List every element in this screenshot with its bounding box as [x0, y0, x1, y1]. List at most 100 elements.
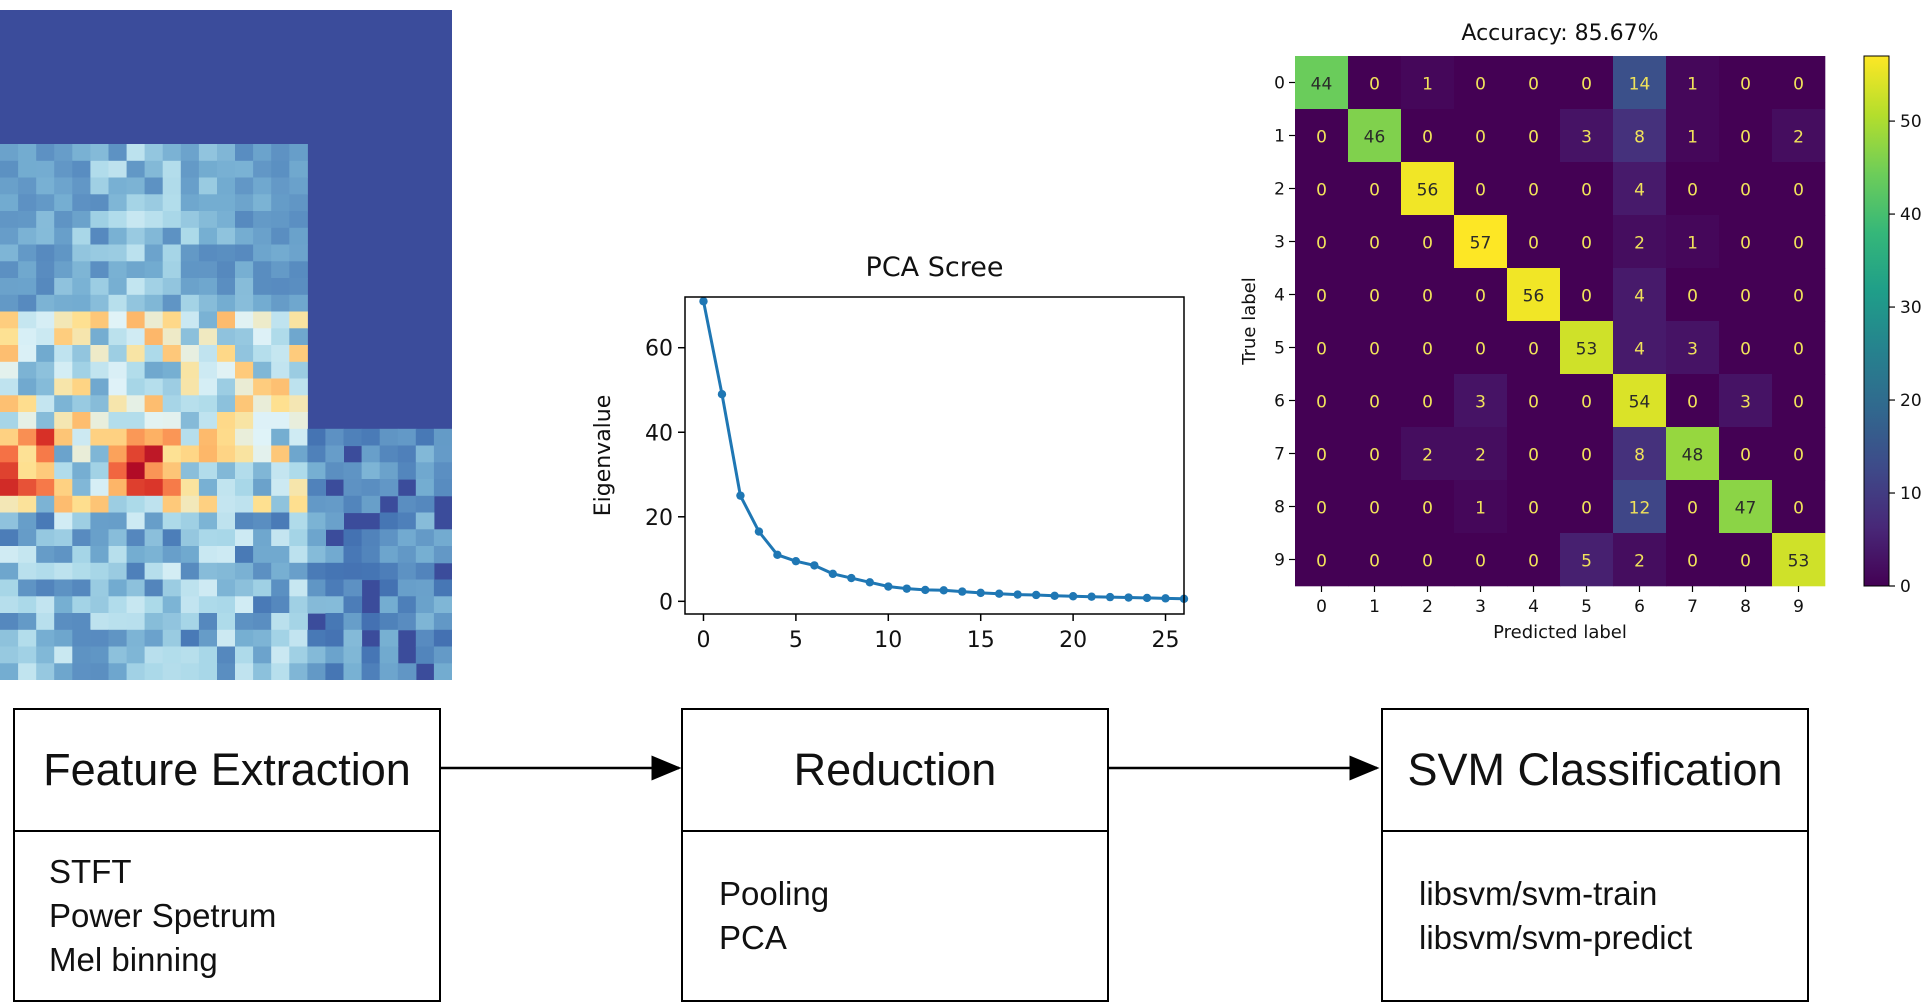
spectrogram-cell — [289, 227, 308, 246]
spectrogram-cell — [36, 529, 55, 547]
spectrogram-cell — [72, 629, 91, 648]
cm-cell — [1507, 533, 1561, 587]
spectrogram-cell — [126, 479, 146, 497]
spectrogram-cell — [271, 395, 290, 413]
spectrogram-cell — [415, 579, 435, 597]
cm-cell — [1401, 109, 1455, 163]
scree-point — [1161, 594, 1170, 603]
spectrogram-cell — [379, 428, 399, 447]
spectrogram-cell — [126, 311, 146, 329]
cm-cell — [1666, 321, 1720, 375]
spectrogram-cell — [271, 663, 290, 680]
spectrogram-cell — [289, 294, 308, 313]
cm-colorbar-label: 50 — [1900, 112, 1922, 132]
spectrogram-cell — [144, 629, 164, 648]
spectrogram-cell — [198, 462, 218, 480]
spectrogram-cell — [144, 613, 164, 631]
spectrogram-cell — [162, 278, 182, 296]
cm-cell — [1401, 533, 1455, 587]
cm-cell — [1295, 162, 1349, 216]
cm-cell — [1772, 374, 1826, 428]
cm-cell — [1348, 427, 1402, 481]
cm-cell — [1295, 533, 1349, 587]
spectrogram-cell — [235, 412, 254, 430]
spectrogram-cell — [271, 345, 290, 363]
spectrogram-cell — [198, 562, 218, 581]
scree-point — [736, 491, 745, 500]
spectrogram-cell — [180, 562, 200, 581]
cm-cell — [1666, 268, 1720, 322]
spectrogram-cell — [307, 529, 326, 547]
cm-cell — [1454, 321, 1508, 375]
spectrogram-cell — [343, 562, 363, 581]
spectrogram-cell — [72, 546, 91, 564]
spectrogram-cell — [271, 613, 290, 631]
spectrogram-cell — [90, 311, 109, 329]
spectrogram-cell — [18, 613, 37, 631]
spectrogram-cell — [18, 261, 37, 279]
spectrogram-cell — [433, 646, 452, 664]
scree-point — [976, 588, 985, 598]
spectrogram-cell — [217, 177, 236, 195]
cm-cell-value: 54 — [1629, 393, 1651, 413]
spectrogram-cell — [198, 361, 218, 380]
spectrogram-cell — [90, 495, 109, 514]
spectrogram-cell — [36, 144, 55, 162]
spectrogram-cell — [162, 529, 182, 547]
spectrogram-cell — [343, 428, 363, 447]
spectrogram-cell — [217, 244, 236, 262]
spectrogram-cell — [90, 546, 109, 564]
cm-cell-value: 2 — [1475, 446, 1486, 466]
spectrogram-cell — [289, 663, 308, 680]
scree-point — [1068, 592, 1078, 601]
spectrogram-cell — [90, 562, 109, 581]
spectrogram-cell — [271, 160, 290, 179]
spectrogram-cell — [108, 462, 128, 480]
cm-cell-value: 0 — [1740, 75, 1751, 95]
scree-point — [1124, 593, 1133, 602]
spectrogram-cell — [72, 261, 91, 279]
spectrogram-cell — [343, 529, 363, 547]
cm-ytick-label: 3 — [1274, 233, 1285, 253]
cm-title: Accuracy: 85.67% — [1461, 21, 1658, 46]
cm-cell — [1613, 56, 1667, 110]
cm-cell-value: 0 — [1369, 446, 1380, 466]
spectrogram-cell — [144, 160, 164, 179]
spectrogram-cell — [90, 462, 109, 480]
spectrogram-cell — [72, 562, 91, 581]
scree-ytick-label: 60 — [645, 337, 673, 362]
spectrogram-cell — [18, 445, 37, 463]
spectrogram-cell — [108, 211, 128, 229]
spectrogram-cell — [144, 529, 164, 547]
spectrogram-cell — [36, 345, 55, 363]
cm-cell — [1560, 109, 1614, 163]
spectrogram-cell — [217, 529, 236, 547]
spectrogram-cell — [198, 579, 218, 597]
cm-cell — [1666, 533, 1720, 587]
cm-cell-value: 0 — [1528, 340, 1539, 360]
scree-ytick-label: 0 — [659, 590, 673, 615]
stage-item: libsvm/svm-predict — [1419, 919, 1693, 956]
cm-cell-value: 0 — [1369, 393, 1380, 413]
spectrogram-cell — [54, 194, 73, 212]
spectrogram-cell — [289, 646, 308, 664]
spectrogram-cell — [90, 177, 109, 195]
spectrogram-cell — [397, 579, 417, 597]
spectrogram-cell — [108, 311, 128, 329]
cm-cell — [1348, 480, 1402, 534]
spectrogram-cell — [198, 311, 218, 329]
cm-cell — [1295, 480, 1349, 534]
spectrogram-cell — [271, 596, 290, 614]
spectrogram-cell — [289, 345, 308, 363]
spectrogram-cell — [162, 194, 182, 212]
spectrogram-cell — [0, 495, 19, 514]
cm-ytick-label: 0 — [1274, 74, 1285, 94]
spectrogram-cell — [253, 613, 272, 631]
cm-cell — [1613, 162, 1667, 216]
spectrogram-cell — [253, 144, 272, 162]
spectrogram-cell — [90, 144, 109, 162]
spectrogram-cell — [180, 294, 200, 313]
cm-cell — [1560, 427, 1614, 481]
spectrogram-cell — [0, 227, 19, 246]
spectrogram-cell — [217, 345, 236, 363]
